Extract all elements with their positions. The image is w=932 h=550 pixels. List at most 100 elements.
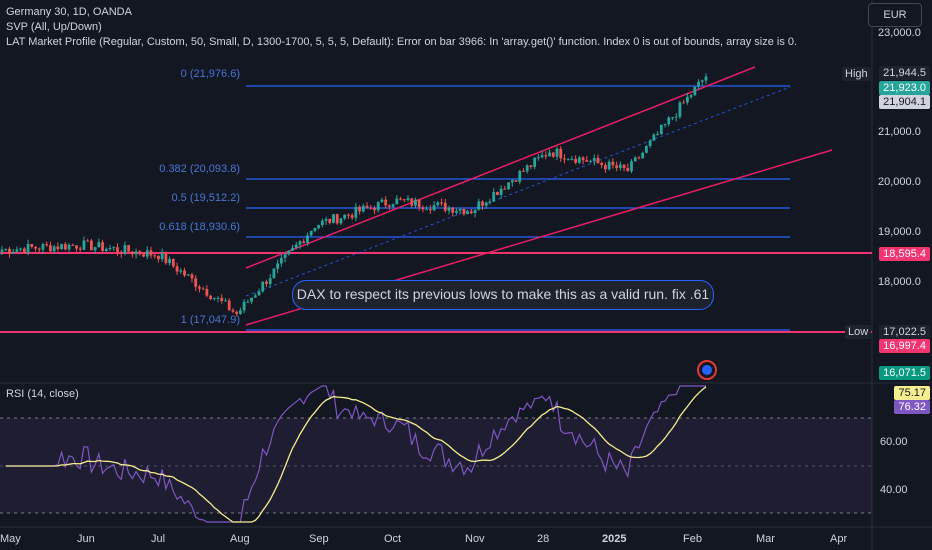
fib-label-05: 0.5 (19,512.2) bbox=[171, 192, 241, 204]
price-tick-19000: 19,000.0 bbox=[878, 226, 921, 238]
candle-body bbox=[592, 157, 596, 161]
candle-body bbox=[361, 205, 365, 212]
candle-body bbox=[674, 116, 678, 118]
candle-body bbox=[514, 180, 518, 182]
candle-body bbox=[600, 162, 604, 166]
symbol-legend[interactable]: Germany 30, 1D, OANDA bbox=[6, 6, 132, 18]
candle-body bbox=[343, 214, 347, 219]
candle-body bbox=[127, 245, 131, 252]
candle-body bbox=[499, 188, 503, 196]
candle-body bbox=[168, 258, 172, 264]
candle-body bbox=[697, 81, 700, 87]
candle-body bbox=[246, 301, 250, 303]
candle-body bbox=[205, 289, 209, 296]
candle-body bbox=[67, 244, 71, 250]
rsi-ma-line[interactable] bbox=[5, 386, 707, 523]
text-annotation[interactable]: DAX to respect its previous lows to make… bbox=[292, 280, 714, 310]
candle-body bbox=[630, 161, 633, 172]
candle-body bbox=[473, 209, 477, 214]
candle-body bbox=[8, 248, 11, 254]
rsi-tick-40: 40.00 bbox=[880, 484, 908, 496]
time-tick-nov: Nov bbox=[465, 533, 485, 545]
candle-body bbox=[618, 164, 622, 168]
candle-body bbox=[633, 157, 637, 162]
time-tick-28: 28 bbox=[537, 533, 550, 545]
channel-midline[interactable] bbox=[245, 86, 791, 297]
candle-body bbox=[350, 215, 354, 218]
candle-body bbox=[279, 258, 283, 264]
candle-body bbox=[671, 117, 674, 119]
candle-body bbox=[518, 170, 522, 182]
candle-body bbox=[153, 255, 157, 257]
time-tick-apr: Apr bbox=[830, 533, 848, 545]
svp-legend[interactable]: SVP (All, Up/Down) bbox=[6, 21, 102, 33]
time-tick-aug: Aug bbox=[230, 533, 250, 545]
candle-body bbox=[250, 297, 253, 302]
candle-body bbox=[447, 207, 451, 211]
candles-group[interactable] bbox=[0, 73, 708, 317]
candle-body bbox=[238, 310, 242, 314]
candle-body bbox=[436, 202, 440, 206]
candle-body bbox=[626, 167, 630, 172]
candle-body bbox=[637, 157, 641, 159]
candle-body bbox=[224, 300, 227, 302]
candle-body bbox=[0, 249, 4, 252]
candle-body bbox=[469, 211, 473, 214]
candle-body bbox=[685, 96, 689, 103]
candle-body bbox=[399, 198, 402, 200]
candle-body bbox=[510, 180, 514, 183]
candle-body bbox=[56, 246, 60, 250]
candle-body bbox=[704, 76, 708, 81]
candle-body bbox=[164, 252, 168, 264]
candle-body bbox=[425, 209, 429, 211]
candle-body bbox=[645, 146, 648, 153]
candle-body bbox=[183, 270, 186, 276]
candle-body bbox=[458, 208, 462, 211]
high-price-tag: 21,944.5 bbox=[879, 66, 930, 80]
candle-body bbox=[477, 201, 481, 210]
candle-body bbox=[216, 297, 220, 299]
candle-body bbox=[253, 295, 257, 298]
candle-body bbox=[335, 214, 339, 224]
candle-body bbox=[231, 310, 235, 312]
candle-body bbox=[551, 152, 555, 157]
candle-body bbox=[384, 199, 388, 206]
candle-body bbox=[112, 247, 116, 249]
candle-body bbox=[484, 202, 488, 206]
candle-body bbox=[462, 208, 466, 215]
channel-upper-line[interactable] bbox=[245, 66, 756, 269]
candle-body bbox=[380, 199, 384, 202]
candle-body bbox=[145, 250, 149, 257]
candle-body bbox=[291, 247, 294, 251]
candle-body bbox=[201, 288, 205, 290]
candle-body bbox=[395, 198, 399, 205]
fib-label-0: 0 (21,976.6) bbox=[180, 68, 240, 80]
currency-button[interactable]: EUR bbox=[868, 3, 922, 27]
candle-body bbox=[123, 245, 127, 254]
candle-body bbox=[533, 157, 537, 167]
candle-body bbox=[332, 214, 335, 223]
candle-body bbox=[339, 218, 343, 224]
candle-body bbox=[566, 159, 570, 161]
lat-error-legend[interactable]: LAT Market Profile (Regular, Custom, 50,… bbox=[6, 36, 798, 48]
candle-body bbox=[428, 209, 432, 211]
candle-body bbox=[376, 201, 380, 211]
candle-body bbox=[37, 248, 41, 250]
candle-body bbox=[548, 152, 551, 157]
candle-body bbox=[555, 148, 559, 157]
fib-label-0618: 0.618 (18,930.6) bbox=[159, 221, 240, 233]
candle-body bbox=[194, 278, 198, 287]
alert-icon[interactable] bbox=[697, 360, 717, 380]
rsi-line[interactable] bbox=[5, 385, 706, 523]
candle-body bbox=[410, 198, 414, 206]
rsi-legend[interactable]: RSI (14, close) bbox=[6, 388, 79, 400]
candle-body bbox=[581, 157, 585, 161]
candle-body bbox=[492, 192, 496, 202]
candle-body bbox=[589, 160, 592, 162]
candle-body bbox=[324, 218, 328, 221]
candle-body bbox=[116, 247, 119, 252]
candle-body bbox=[179, 270, 183, 272]
fib-label-0382: 0.382 (20,093.8) bbox=[159, 163, 240, 175]
